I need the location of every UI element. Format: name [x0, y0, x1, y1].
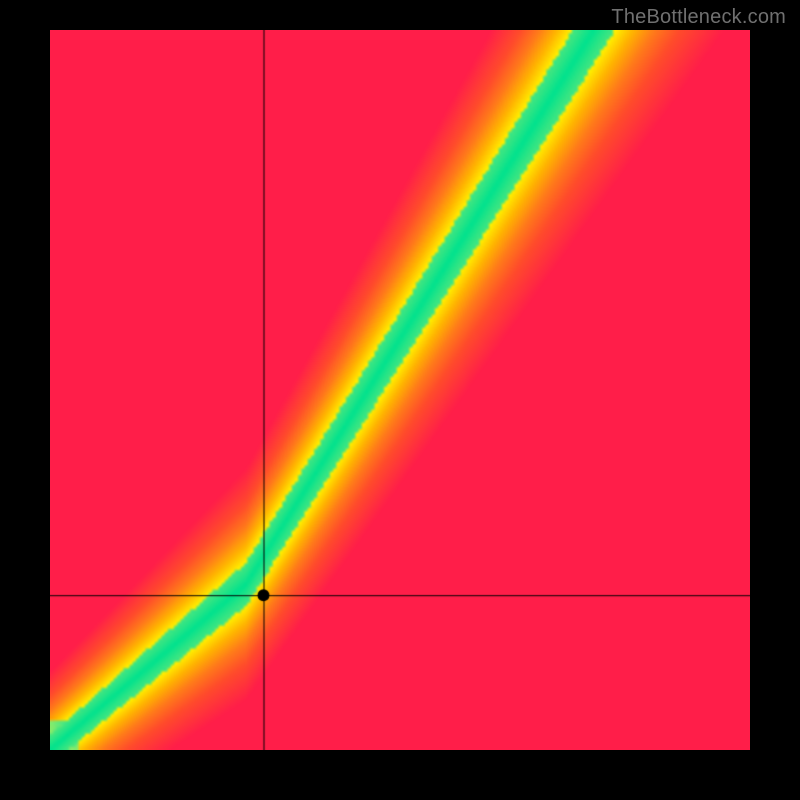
heatmap-canvas [50, 30, 750, 750]
watermark-text: TheBottleneck.com [611, 6, 786, 29]
chart-container: TheBottleneck.com [0, 0, 800, 800]
